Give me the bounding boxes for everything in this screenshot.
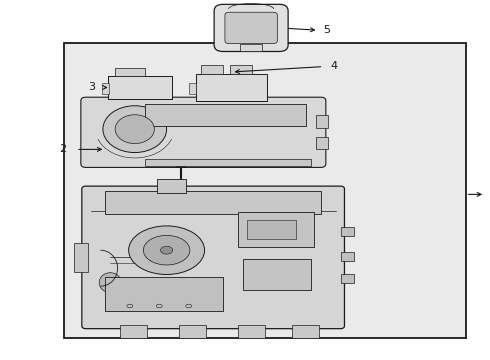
Bar — [157, 179, 186, 193]
Bar — [341, 252, 354, 261]
Bar — [64, 43, 465, 338]
Ellipse shape — [128, 226, 205, 274]
Bar — [189, 83, 196, 94]
Bar — [108, 76, 172, 99]
Bar — [247, 220, 296, 239]
Ellipse shape — [143, 235, 190, 265]
Ellipse shape — [103, 106, 167, 153]
Bar — [238, 212, 314, 247]
FancyBboxPatch shape — [225, 12, 277, 44]
Bar — [230, 65, 252, 74]
Text: 2: 2 — [59, 144, 66, 154]
Bar — [145, 159, 311, 166]
Bar — [105, 277, 223, 311]
Text: 5: 5 — [323, 25, 330, 35]
Ellipse shape — [115, 115, 154, 144]
Bar — [196, 74, 267, 101]
Bar — [238, 325, 265, 338]
Bar — [243, 259, 311, 290]
Text: 4: 4 — [331, 60, 338, 71]
Bar — [341, 274, 354, 283]
Bar — [115, 68, 145, 76]
Bar — [341, 227, 354, 236]
Bar — [316, 115, 328, 128]
Bar — [240, 44, 262, 51]
Ellipse shape — [99, 273, 121, 292]
Bar — [316, 137, 328, 149]
FancyBboxPatch shape — [82, 186, 344, 329]
Bar — [201, 65, 223, 74]
Bar — [292, 325, 319, 338]
Bar — [74, 243, 88, 272]
Bar — [179, 325, 206, 338]
FancyBboxPatch shape — [81, 97, 326, 167]
Bar — [120, 325, 147, 338]
Bar — [102, 83, 109, 94]
FancyBboxPatch shape — [214, 4, 288, 51]
Text: 3: 3 — [89, 82, 96, 93]
Bar — [145, 104, 306, 126]
Ellipse shape — [160, 246, 172, 254]
Bar — [105, 191, 321, 214]
